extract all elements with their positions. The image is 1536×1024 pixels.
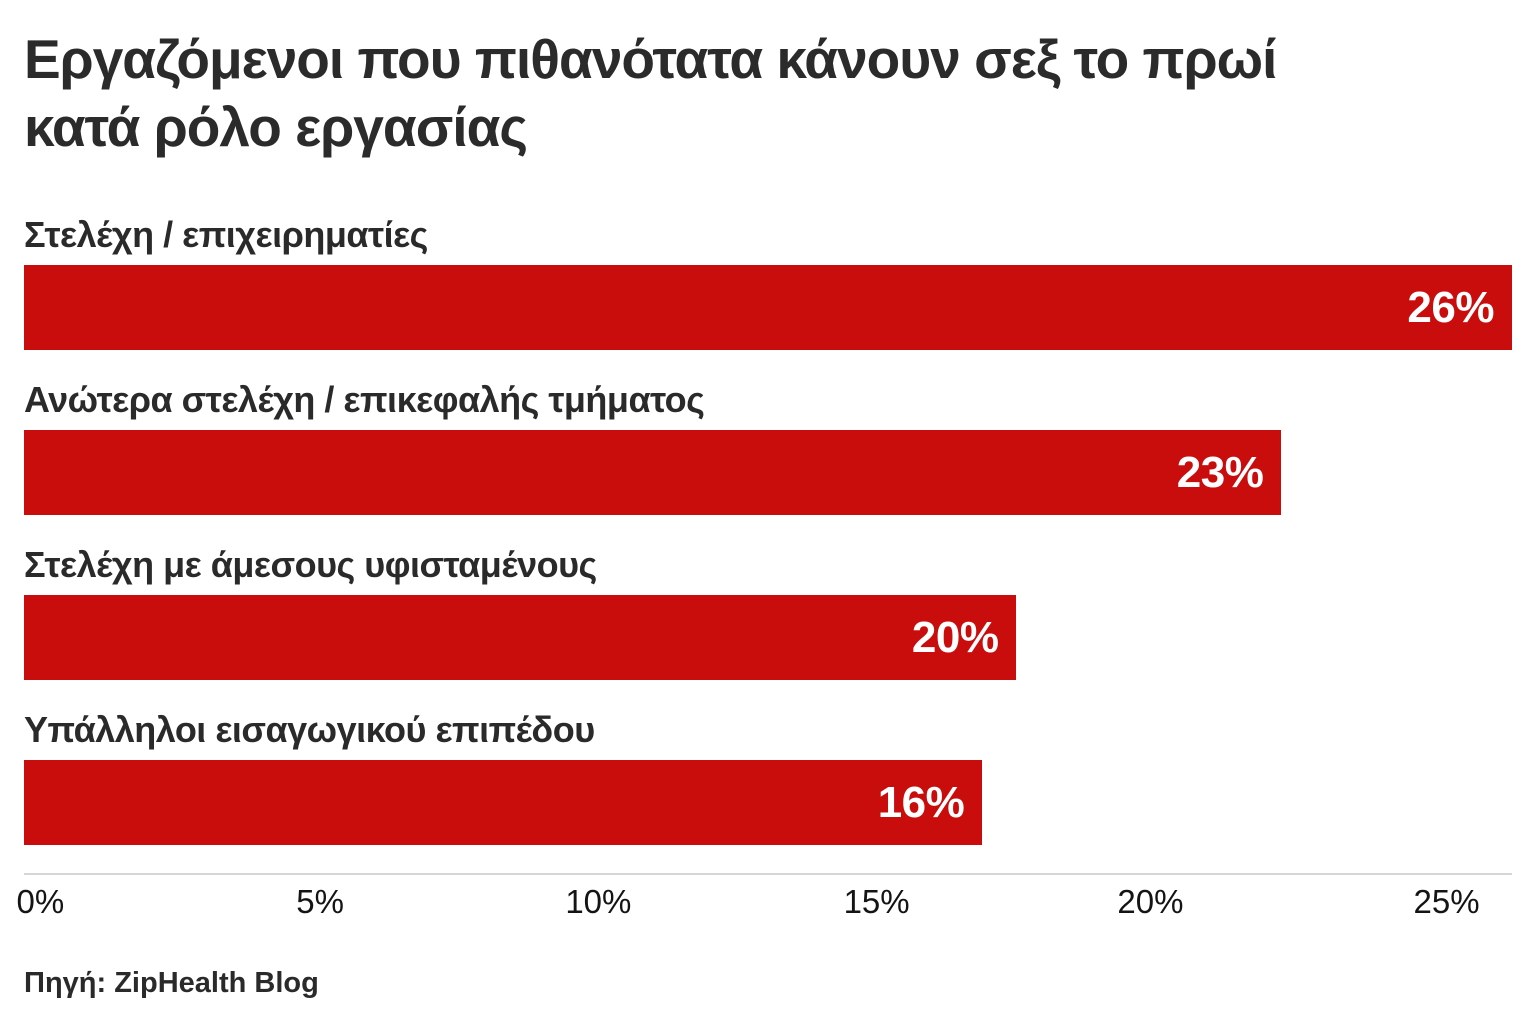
source-credit: Πηγή: ZipHealth Blog [24,967,319,999]
bar-label: Ανώτερα στελέχη / επικεφαλής τμήματος [24,379,705,420]
bar: 16% [24,760,983,845]
chart-title-line-1: Εργαζόμενοι που πιθανότατα κάνουν σεξ το… [24,28,1277,90]
bar-value-label: 16% [877,777,965,827]
bar: 23% [24,430,1282,515]
x-axis-tick: 15% [843,883,910,920]
bar-row-entry-level: Υπάλληλοι εισαγωγικού επιπέδου 16% [24,708,1512,845]
bar: 26% [24,265,1512,350]
bar-row-executives: Στελέχη / επιχειρηματίες 26% [24,213,1512,350]
bar-row-senior-managers: Ανώτερα στελέχη / επικεφαλής τμήματος 23… [24,378,1512,515]
x-axis-tick: 0% [16,883,65,920]
bar-label: Υπάλληλοι εισαγωγικού επιπέδου [24,709,595,750]
x-axis-tick: 10% [565,883,632,920]
bar-label: Στελέχη / επιχειρηματίες [24,214,428,255]
bar-value-label: 23% [1176,447,1264,497]
x-axis: 0% 5% 10% 15% 20% 25% [17,873,1512,921]
bar-value-label: 20% [911,612,999,662]
x-axis-tick: 5% [296,883,344,920]
bar-row-managers-with-reports: Στελέχη με άμεσους υφισταμένους 20% [24,543,1512,680]
x-axis-tick: 25% [1413,883,1480,920]
x-axis-tick: 20% [1117,883,1184,920]
bar-rows: Στελέχη / επιχειρηματίες 26% Ανώτερα στε… [24,213,1512,845]
chart-title-line-2: κατά ρόλο εργασίας [24,96,528,158]
bar-label: Στελέχη με άμεσους υφισταμένους [24,544,597,585]
bar-value-label: 26% [1407,282,1494,332]
chart-title: Εργαζόμενοι που πιθανότατα κάνουν σεξ το… [24,25,1512,161]
bar: 20% [24,595,1017,680]
